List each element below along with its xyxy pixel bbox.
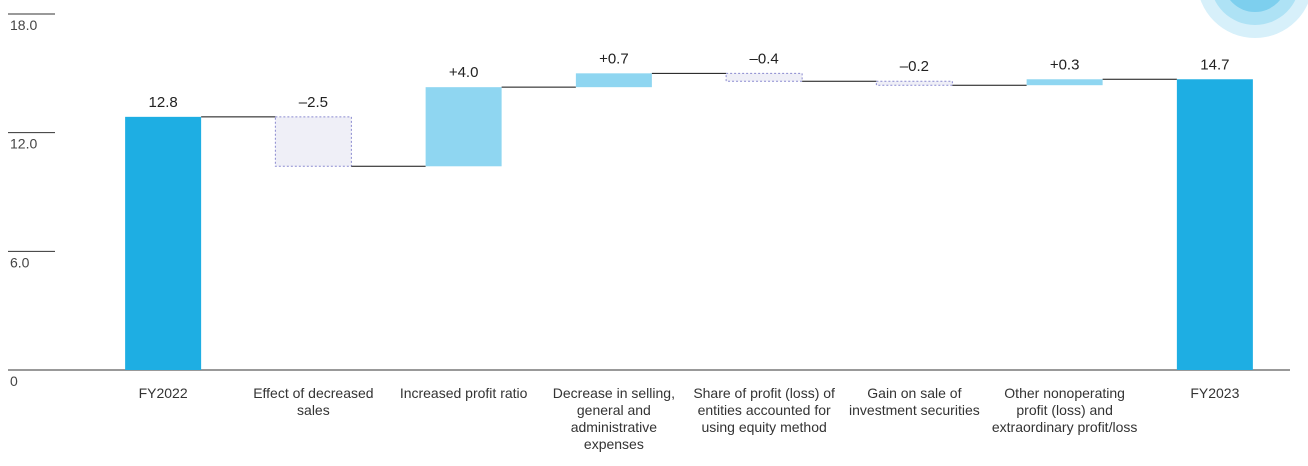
x-tick-label: Effect of decreased sales bbox=[253, 385, 374, 418]
bar bbox=[125, 116, 202, 370]
bar bbox=[1026, 79, 1103, 86]
x-tick-label: FY2022 bbox=[138, 385, 188, 401]
bar bbox=[274, 116, 352, 167]
value-label: +4.0 bbox=[449, 64, 479, 81]
value-label: –0.2 bbox=[900, 58, 929, 75]
bar bbox=[725, 72, 803, 82]
y-tick-label: 12.0 bbox=[10, 136, 37, 152]
y-tick-label: 0 bbox=[10, 373, 18, 389]
value-label: –2.5 bbox=[299, 94, 328, 111]
x-tick-label: FY2023 bbox=[1190, 385, 1240, 401]
y-tick-label: 18.0 bbox=[10, 17, 37, 33]
y-tick-label: 6.0 bbox=[10, 254, 30, 270]
x-tick-label: Increased profit ratio bbox=[399, 385, 528, 401]
value-label: 12.8 bbox=[149, 94, 178, 111]
value-label: +0.3 bbox=[1050, 56, 1080, 73]
decoration bbox=[1230, 0, 1280, 12]
bar bbox=[1176, 79, 1253, 371]
x-tick-label: Other nonoperating profit (loss) and ext… bbox=[991, 385, 1138, 435]
bar bbox=[575, 73, 652, 88]
x-tick-label: Decrease in selling, general and adminis… bbox=[552, 385, 675, 452]
bar bbox=[425, 87, 502, 167]
value-label: –0.4 bbox=[750, 50, 779, 67]
decoration bbox=[1214, 0, 1296, 25]
x-tick-label: Share of profit (loss) of entities accou… bbox=[693, 385, 835, 435]
value-label: +0.7 bbox=[599, 50, 629, 67]
bar bbox=[875, 80, 953, 86]
value-label: 14.7 bbox=[1200, 56, 1229, 73]
x-tick-label: Gain on sale of investment securities bbox=[849, 385, 980, 418]
